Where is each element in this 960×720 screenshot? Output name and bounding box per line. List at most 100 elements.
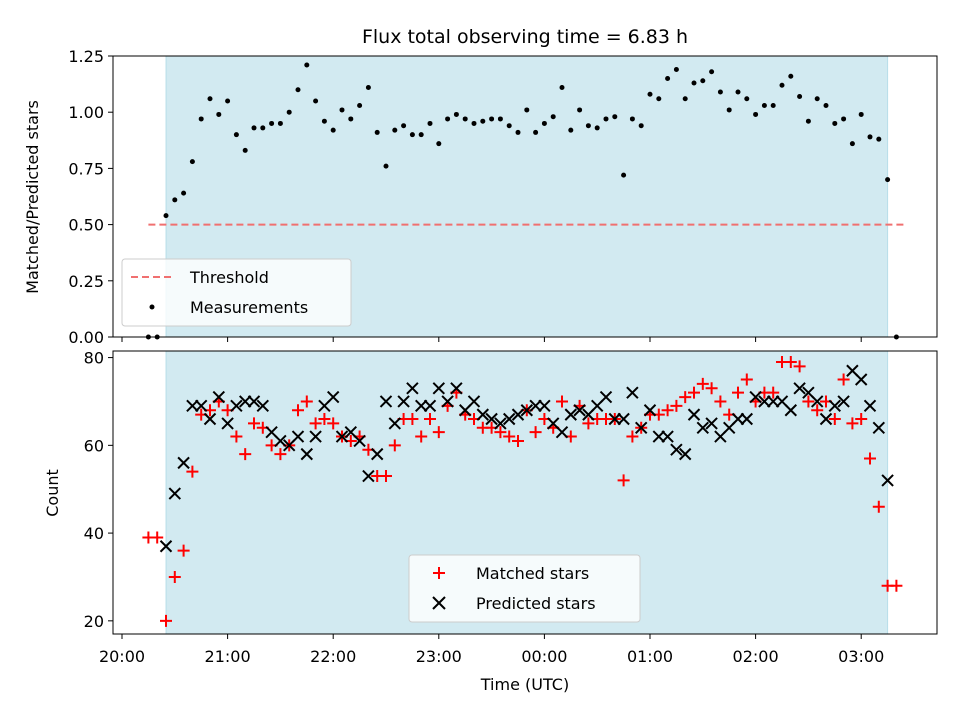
- predicted-star-point: [388, 417, 402, 430]
- predicted-star-point: [406, 382, 419, 395]
- measurement-point: [251, 125, 257, 131]
- measurement-point: [691, 80, 697, 86]
- measurement-point: [189, 159, 195, 165]
- predicted-star-point: [687, 408, 701, 421]
- measurement-point: [700, 78, 706, 84]
- x-tick-label: 00:00: [521, 647, 567, 666]
- measurement-point: [233, 132, 239, 138]
- measurement-point: [753, 111, 759, 117]
- measurement-point: [348, 116, 354, 122]
- measurement-point: [761, 102, 767, 108]
- measurement-point: [797, 93, 803, 99]
- matched-star-point: [168, 570, 181, 583]
- measurement-point: [515, 129, 521, 135]
- predicted-star-point: [300, 447, 314, 461]
- predicted-star-point: [626, 386, 639, 399]
- matched-star-point: [784, 355, 797, 368]
- measurement-point: [717, 89, 723, 95]
- measurement-point: [427, 120, 433, 126]
- legend-matched-label: Matched stars: [476, 564, 589, 583]
- matched-star-point: [160, 614, 172, 627]
- measurement-point: [770, 102, 776, 108]
- matched-star-point: [740, 373, 753, 386]
- predicted-stars-points: [159, 364, 894, 553]
- legend-measurements-label: Measurements: [190, 298, 308, 317]
- predicted-star-point: [511, 408, 525, 421]
- measurement-point: [506, 123, 512, 129]
- measurement-point: [313, 98, 319, 104]
- matched-star-point: [415, 430, 428, 443]
- predicted-star-point: [784, 404, 798, 417]
- top-legend: Threshold Measurements: [121, 258, 352, 327]
- top-x-axis-ticks: [121, 337, 862, 342]
- predicted-star-point: [238, 395, 252, 408]
- measurement-point: [805, 118, 811, 124]
- measurement-point: [207, 96, 213, 102]
- measurement-point: [533, 129, 539, 135]
- predicted-star-point: [643, 404, 657, 417]
- measurement-point: [497, 116, 503, 122]
- predicted-star-point: [230, 399, 243, 413]
- measurement-point: [409, 132, 415, 138]
- measurement-point: [295, 87, 301, 93]
- predicted-star-point: [555, 425, 569, 439]
- predicted-star-point: [397, 395, 410, 408]
- top-legend-box: [121, 258, 352, 327]
- measurement-point: [568, 127, 574, 133]
- top-y-tick-label: 0.50: [68, 216, 104, 235]
- top-axes-frame: [112, 55, 938, 338]
- top-y-tick-label: 1.00: [68, 103, 104, 122]
- matched-star-point: [248, 417, 260, 430]
- bottom-y-tick-label: 20: [84, 612, 104, 631]
- predicted-star-point: [573, 404, 586, 417]
- measurement-point: [401, 123, 407, 129]
- matched-star-point: [300, 395, 313, 408]
- matched-star-point: [512, 434, 524, 447]
- matched-star-point: [529, 426, 542, 439]
- predicted-star-point: [432, 382, 446, 395]
- measurement-point: [665, 75, 671, 81]
- matched-star-point: [388, 439, 401, 452]
- measurement-point: [858, 111, 864, 117]
- measurement-point: [269, 120, 275, 126]
- measurement-point: [304, 62, 310, 68]
- matched-star-point: [767, 386, 780, 399]
- bottom-y-tick-label: 60: [84, 436, 104, 455]
- matched-star-point: [714, 395, 727, 408]
- predicted-star-point: [828, 399, 842, 413]
- predicted-star-point: [370, 447, 384, 461]
- measurement-point: [392, 127, 398, 133]
- measurement-point: [418, 132, 424, 138]
- matched-star-point: [292, 404, 304, 417]
- predicted-star-point: [652, 430, 666, 443]
- x-tick-label: 03:00: [838, 647, 884, 666]
- measurement-point: [480, 118, 486, 124]
- predicted-star-point: [749, 390, 762, 404]
- measurement-point: [365, 84, 371, 90]
- measurement-point: [876, 136, 882, 142]
- measurement-point: [321, 118, 327, 124]
- measurement-point: [814, 96, 820, 102]
- predicted-star-point: [256, 399, 270, 413]
- predicted-star-point: [309, 430, 322, 443]
- measurement-point: [726, 107, 732, 113]
- measurement-point: [709, 69, 715, 75]
- predicted-star-point: [423, 399, 437, 413]
- measurement-point: [629, 116, 635, 122]
- measurement-point: [867, 134, 873, 140]
- measurement-point: [673, 66, 679, 72]
- measurement-point: [682, 96, 688, 102]
- matched-star-point: [679, 391, 692, 404]
- predicted-star-point: [353, 434, 366, 448]
- predicted-star-point: [608, 412, 622, 426]
- matched-star-point: [846, 417, 859, 430]
- matched-star-point: [556, 395, 568, 408]
- measurement-point: [779, 82, 785, 88]
- predicted-star-point: [740, 412, 754, 426]
- measurement-points: [145, 62, 899, 340]
- bottom-panel: 20 40 60 80 20:00 21:00 22:00 23:00 00:00 01:00 0…: [43, 349, 938, 694]
- predicted-star-point: [810, 395, 824, 408]
- matched-star-point: [380, 470, 392, 483]
- predicted-star-point: [335, 430, 349, 443]
- measurement-point: [841, 116, 847, 122]
